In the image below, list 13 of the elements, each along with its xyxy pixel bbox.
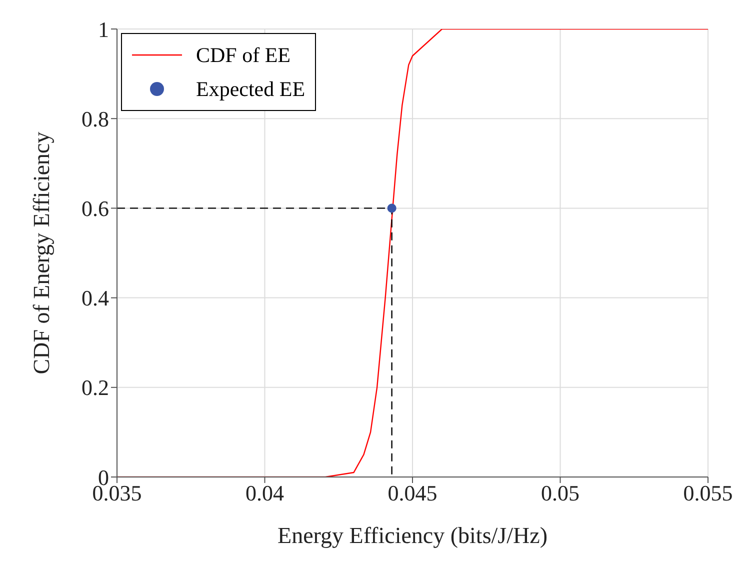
y-tick-label: 0.2 bbox=[82, 375, 109, 400]
y-axis-title: CDF of Energy Efficiency bbox=[29, 131, 54, 374]
x-tick-label: 0.04 bbox=[246, 480, 284, 506]
y-tick-label: 0.8 bbox=[82, 106, 109, 132]
x-tick-label: 0.055 bbox=[683, 480, 733, 506]
x-tick-label: 0.05 bbox=[541, 480, 580, 506]
legend-label: CDF of EE bbox=[196, 42, 290, 68]
legend-label: Expected EE bbox=[196, 76, 306, 102]
x-tick-label: 0.045 bbox=[388, 480, 438, 506]
x-axis-title: Energy Efficiency (bits/J/Hz) bbox=[278, 523, 548, 548]
y-tick-label: 0.6 bbox=[82, 196, 109, 222]
y-tick-label: 1 bbox=[98, 16, 109, 42]
y-tick-label: 0.4 bbox=[82, 286, 109, 311]
